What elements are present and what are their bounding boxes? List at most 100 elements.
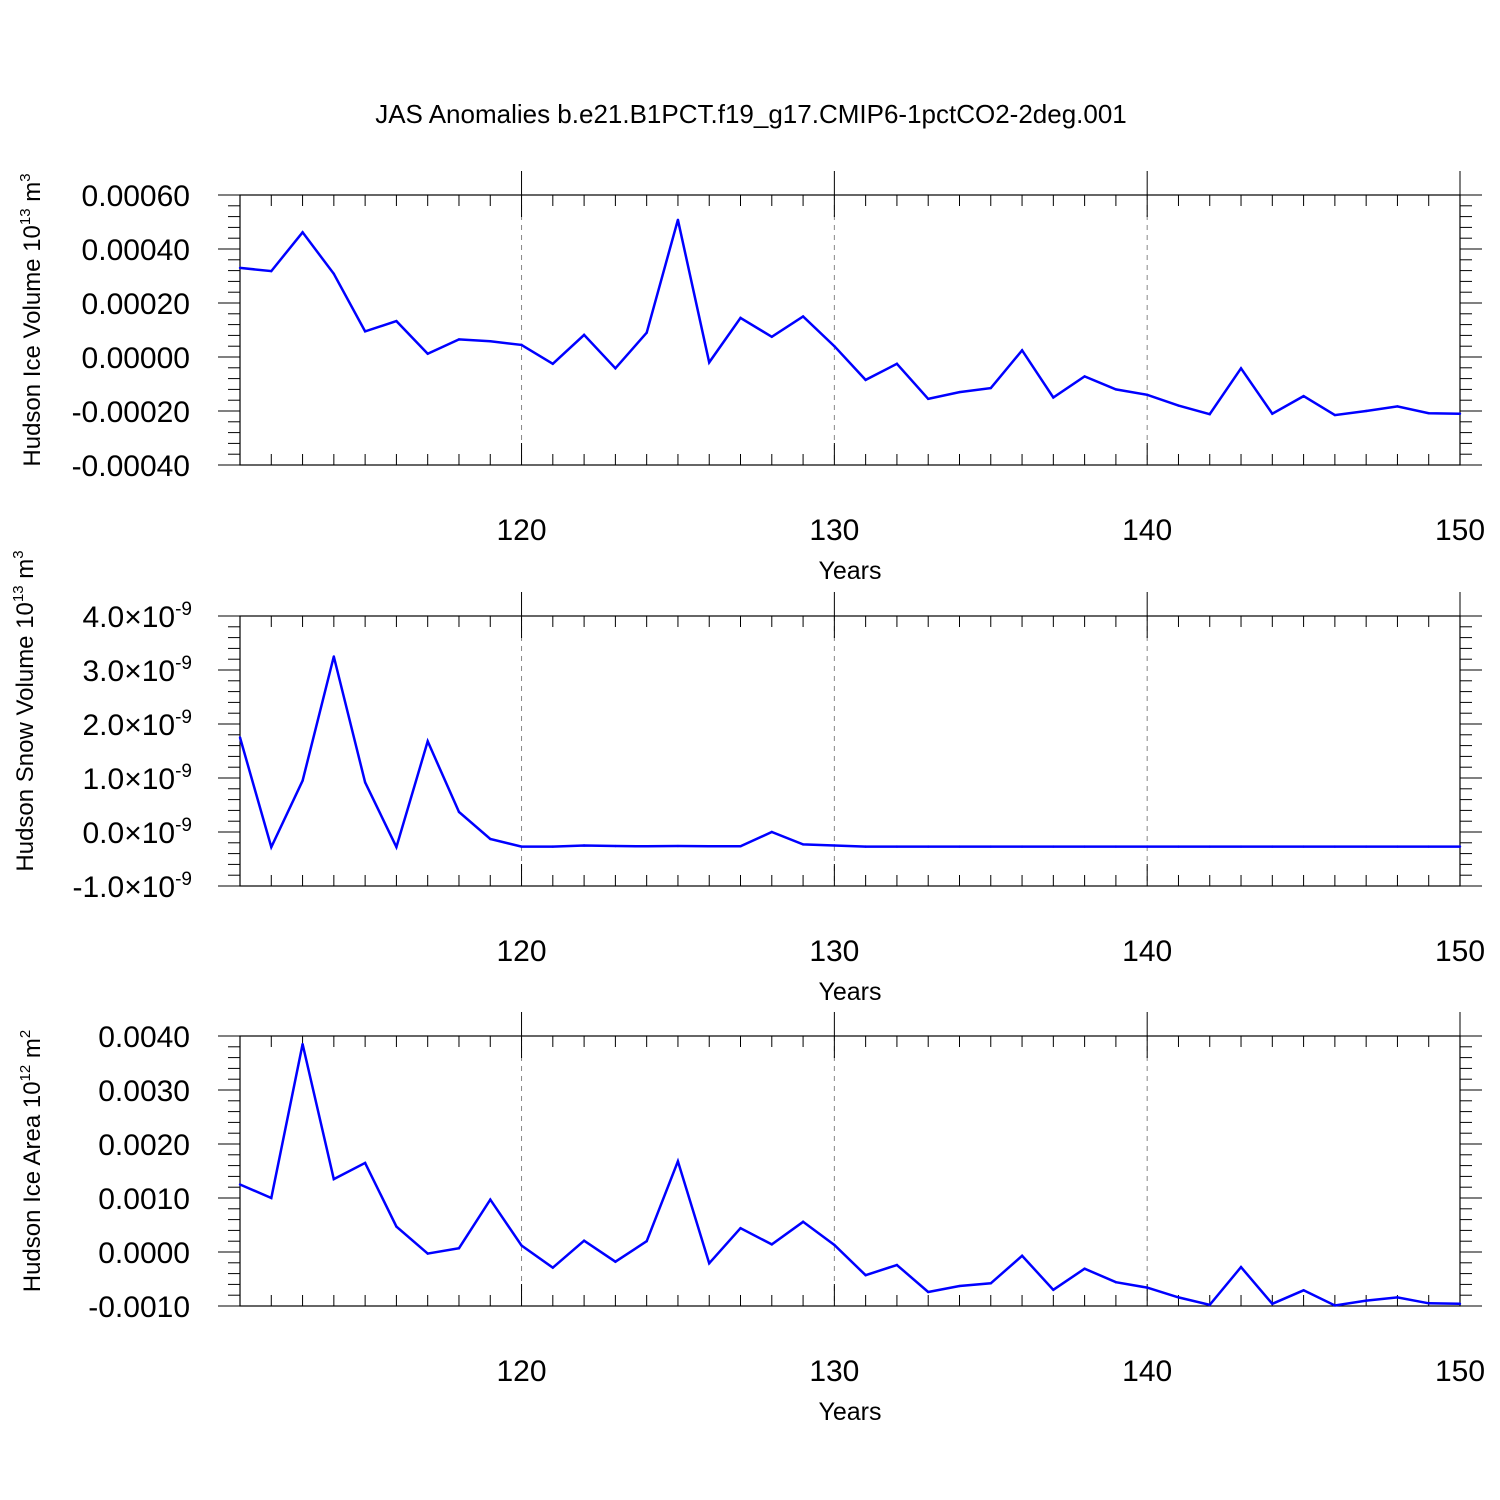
data-point	[1208, 1303, 1211, 1307]
data-point	[332, 1177, 336, 1181]
y-tick-label: -0.0010	[88, 1291, 190, 1324]
y-axis-label: Hudson Ice Area 1012 m2	[17, 1030, 46, 1293]
data-point	[676, 844, 680, 848]
data-point	[895, 1263, 899, 1267]
y-tick-multiplier: ×10	[124, 817, 175, 850]
data-point	[1177, 404, 1180, 407]
plot-frame	[239, 615, 1461, 887]
y-axis-label-unit-exponent: 3	[17, 173, 34, 181]
y-tick-label: 0.0000	[98, 1237, 190, 1270]
data-point	[1145, 845, 1149, 848]
y-tick-label: 0.0010	[98, 1183, 190, 1216]
data-point	[270, 1196, 273, 1200]
x-tick-label: 150	[1435, 935, 1485, 968]
data-point	[1302, 1289, 1305, 1292]
y-tick-multiplier: ×10	[124, 709, 175, 742]
y-tick-label: 0.00000	[82, 342, 190, 375]
data-point	[801, 315, 805, 318]
data-point	[770, 1243, 773, 1246]
data-point	[1020, 349, 1024, 352]
x-tick-label: 150	[1435, 514, 1485, 547]
data-point	[676, 218, 680, 222]
panel-3: 0.0040 0.0030 0.0020 0.0010 0.0000 -0.0010 120…	[17, 1012, 1485, 1426]
data-point	[1333, 1304, 1337, 1307]
y-tick-label: 0.0×10-9	[82, 815, 192, 850]
data-point	[801, 1220, 805, 1223]
data-point	[270, 269, 273, 273]
y-tick-label: -0.00020	[72, 396, 190, 429]
y-axis-label-unit: m	[12, 559, 39, 586]
y-tick-value: 1.0	[82, 763, 124, 796]
data-point	[520, 343, 523, 347]
data-point	[708, 1262, 711, 1265]
data-point	[363, 1161, 367, 1165]
y-axis-label: Hudson Snow Volume 1013 m3	[10, 550, 39, 871]
y-tick-exponent: -9	[175, 869, 192, 890]
data-point	[1114, 388, 1118, 391]
data-point	[426, 352, 429, 355]
plot-frame	[239, 1035, 1461, 1307]
data-point	[238, 1183, 242, 1186]
data-point	[739, 845, 742, 848]
data-point	[551, 1266, 555, 1269]
panel-1: 0.00060 0.00040 0.00020 0.00000 -0.00020 -0.0…	[17, 171, 1485, 585]
data-point	[489, 1198, 492, 1201]
data-point	[1364, 409, 1368, 413]
series-line	[238, 656, 1460, 851]
data-point	[1271, 412, 1274, 415]
x-axis-label: Years	[818, 1398, 881, 1426]
data-point	[989, 1282, 992, 1285]
data-point	[1145, 1286, 1149, 1289]
data-point	[708, 361, 711, 364]
data-point	[1083, 845, 1086, 848]
panel-2: 4.0×10-93.0×10-92.0×10-91.0×10-90.0×10-9…	[10, 550, 1485, 1006]
y-tick-multiplier: ×10	[124, 655, 175, 688]
data-point	[1396, 405, 1399, 408]
data-point	[1364, 845, 1368, 848]
data-point	[1177, 845, 1180, 848]
data-point	[989, 845, 992, 848]
data-point	[489, 837, 492, 841]
x-tick-label: 140	[1122, 1355, 1172, 1388]
data-point	[363, 781, 367, 784]
data-point	[582, 1239, 586, 1242]
data-point	[1333, 845, 1337, 848]
data-point	[395, 845, 398, 849]
y-tick-label: 0.00040	[82, 234, 190, 267]
data-point	[739, 316, 742, 320]
y-tick-exponent: -9	[175, 815, 192, 836]
data-point	[301, 1042, 304, 1046]
y-axis-label-exponent: 13	[17, 208, 34, 225]
y-tick-label: 0.0040	[98, 1021, 190, 1054]
y-tick-label: 0.0020	[98, 1129, 190, 1162]
data-point	[1177, 1296, 1180, 1299]
data-point	[1458, 845, 1462, 848]
x-axis-label: Years	[818, 557, 881, 585]
y-axis-label-exponent: 13	[10, 585, 27, 602]
data-point	[708, 845, 711, 848]
data-point	[457, 810, 461, 814]
data-point	[1083, 1267, 1086, 1270]
data-point	[1208, 413, 1211, 416]
data-point	[958, 1284, 961, 1288]
data-point	[520, 1244, 523, 1247]
y-tick-value: 3.0	[82, 655, 124, 688]
y-axis-label-unit-exponent: 2	[17, 1030, 34, 1038]
data-point	[363, 330, 367, 333]
data-point	[1271, 1302, 1274, 1306]
data-point	[989, 386, 992, 390]
data-point	[1396, 845, 1399, 848]
y-tick-value: 0.0	[82, 817, 124, 850]
y-axis-label-text: Hudson Snow Volume 10	[12, 602, 39, 872]
x-axis-label: Years	[818, 978, 881, 1006]
y-tick-value: 4.0	[82, 601, 124, 634]
y-tick-label: 0.0030	[98, 1075, 190, 1108]
data-point	[895, 362, 899, 365]
x-tick-label: 130	[809, 935, 859, 968]
data-point	[520, 845, 523, 848]
x-tick-label: 140	[1122, 514, 1172, 547]
x-tick-label: 130	[809, 514, 859, 547]
y-tick-label: 4.0×10-9	[82, 599, 192, 634]
data-point	[395, 319, 398, 323]
